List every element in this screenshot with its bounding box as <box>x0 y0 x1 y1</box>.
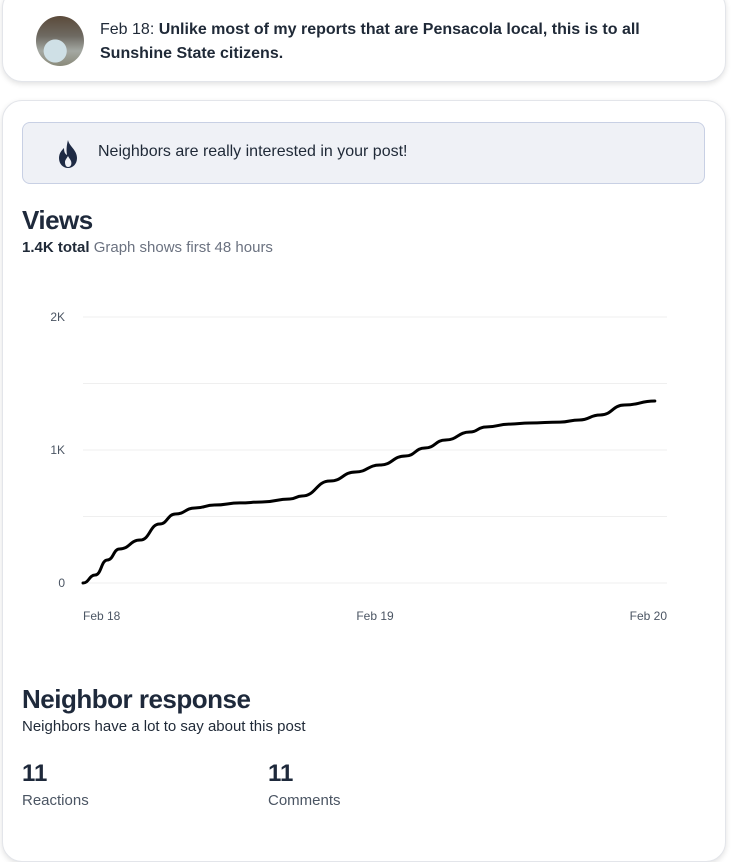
post-date: Feb 18: <box>100 21 155 38</box>
fire-icon <box>59 140 77 168</box>
y-tick-label: 2K <box>50 310 65 324</box>
views-heading: Views <box>22 205 93 235</box>
y-tick-label: 1K <box>50 443 65 457</box>
views-summary: 1.4K total Graph shows first 48 hours <box>22 239 273 256</box>
views-line <box>81 399 657 585</box>
insights-card <box>2 100 726 862</box>
post-summary: Feb 18: Unlike most of my reports that a… <box>100 18 700 66</box>
avatar <box>36 16 84 66</box>
views-total: 1.4K total <box>22 239 90 256</box>
y-tick-label: 0 <box>58 576 65 590</box>
x-tick-label: Feb 19 <box>356 609 394 623</box>
response-heading: Neighbor response <box>22 684 251 714</box>
reactions-label: Reactions <box>22 792 89 809</box>
reactions-stat: 11 Reactions <box>22 760 89 809</box>
x-tick-label: Feb 18 <box>83 609 121 623</box>
comments-count: 11 <box>268 760 294 787</box>
views-note: Graph shows first 48 hours <box>93 239 273 256</box>
views-chart: 0 1K 2K Feb 18 Feb 19 Feb 20 <box>50 310 668 623</box>
comments-stat: 11 Comments <box>268 760 341 809</box>
reactions-count: 11 <box>22 760 48 787</box>
post-text: Unlike most of my reports that are Pensa… <box>100 21 640 62</box>
banner-text: Neighbors are really interested in your … <box>98 143 408 160</box>
response-subtitle: Neighbors have a lot to say about this p… <box>22 718 306 735</box>
comments-label: Comments <box>268 792 341 809</box>
interest-banner: Neighbors are really interested in your … <box>22 122 705 184</box>
post-card[interactable]: Feb 18: Unlike most of my reports that a… <box>2 0 726 82</box>
x-tick-label: Feb 20 <box>630 609 668 623</box>
